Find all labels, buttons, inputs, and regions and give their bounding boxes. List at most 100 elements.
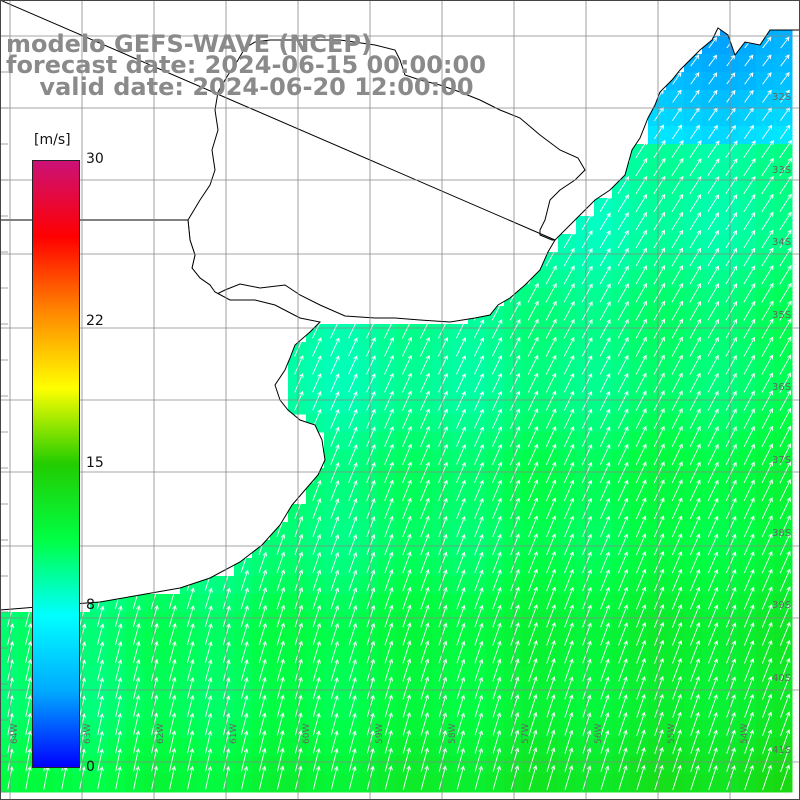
wind-arrow — [599, 426, 611, 447]
wind-arrow — [25, 659, 33, 682]
wind-arrow — [725, 533, 737, 556]
wind-arrow — [707, 533, 719, 556]
wind-arrow — [492, 426, 503, 447]
wind-arrow — [438, 694, 448, 718]
wind-arrow — [366, 444, 376, 465]
wind-arrow — [654, 693, 664, 718]
wind-arrow — [546, 694, 556, 718]
wind-arrow — [366, 337, 376, 357]
wind-arrow — [348, 640, 357, 664]
wind-arrow — [635, 372, 647, 393]
wind-arrow — [527, 336, 539, 357]
wind-arrow — [528, 764, 538, 790]
wind-arrow — [564, 747, 574, 772]
wind-arrow — [635, 318, 647, 339]
wind-arrow — [563, 247, 575, 267]
wind-arrow — [725, 515, 737, 538]
wind-arrow — [402, 443, 412, 465]
wind-arrow — [545, 461, 557, 484]
latitude-label: 37S — [772, 455, 792, 466]
wind-arrow — [690, 729, 700, 754]
wind-arrow — [258, 747, 267, 772]
wind-arrow — [330, 748, 339, 772]
wind-arrow — [599, 265, 611, 285]
wind-arrow — [726, 604, 737, 628]
wind-arrow — [779, 300, 792, 321]
wind-arrow — [492, 372, 502, 393]
wind-arrow — [546, 676, 556, 700]
wind-arrow — [330, 426, 340, 447]
wind-arrow — [744, 658, 755, 682]
wind-arrow — [564, 604, 574, 628]
longitude-label: 63W — [83, 723, 93, 744]
wind-arrow — [384, 551, 394, 574]
wind-arrow — [725, 247, 738, 267]
wind-arrow — [97, 677, 105, 699]
wind-arrow — [366, 658, 375, 682]
model-title: modelo GEFS-WAVE (NCEP) — [6, 30, 372, 58]
wind-arrow — [780, 764, 791, 791]
wind-arrow — [348, 426, 358, 447]
wind-arrow — [636, 693, 646, 718]
wind-arrow — [330, 622, 340, 646]
wind-arrow — [762, 675, 773, 700]
wind-arrow — [133, 694, 141, 718]
wind-arrow — [438, 604, 448, 628]
wind-arrow — [348, 587, 358, 610]
wind-arrow — [474, 640, 484, 664]
wind-arrow — [546, 604, 556, 628]
wind-arrow — [133, 765, 140, 790]
wind-arrow — [671, 193, 684, 213]
wind-arrow — [581, 212, 593, 230]
wind-arrow — [635, 354, 647, 375]
wind-arrow — [671, 515, 683, 538]
wind-arrow — [582, 533, 592, 555]
wind-arrow — [474, 479, 484, 501]
wind-arrow — [708, 604, 719, 628]
longitude-label: 59W — [375, 723, 385, 744]
wind-arrow — [330, 730, 339, 754]
wind-arrow — [564, 497, 575, 519]
wind-arrow — [509, 300, 521, 321]
wind-arrow — [780, 89, 790, 103]
wind-arrow — [240, 640, 249, 664]
wind-arrow — [672, 675, 682, 700]
wind-arrow — [779, 479, 792, 502]
wind-arrow — [564, 676, 574, 700]
wind-arrow — [456, 747, 465, 772]
wind-arrow — [708, 622, 719, 646]
wind-arrow — [761, 211, 774, 231]
wind-arrow — [438, 515, 448, 537]
wind-arrow — [527, 461, 539, 484]
wind-arrow — [564, 479, 575, 502]
wind-arrow — [726, 622, 737, 646]
wind-arrow — [725, 354, 737, 375]
wind-arrow — [276, 569, 286, 592]
wind-arrow — [456, 587, 466, 610]
wind-arrow — [97, 659, 105, 681]
wind-arrow — [600, 551, 610, 574]
wind-arrow — [545, 443, 557, 466]
wind-arrow — [743, 479, 755, 502]
wind-arrow — [348, 355, 358, 375]
wind-arrow — [528, 747, 538, 772]
wind-arrow — [600, 515, 610, 537]
wind-arrow — [384, 497, 394, 519]
wind-arrow — [456, 355, 466, 375]
wind-arrow — [420, 354, 430, 375]
wind-arrow — [204, 677, 213, 700]
wind-arrow — [96, 623, 105, 646]
wind-arrow — [402, 658, 412, 682]
wind-arrow — [204, 659, 213, 682]
wind-arrow — [726, 89, 736, 103]
wind-arrow — [672, 568, 683, 592]
wind-arrow — [312, 622, 322, 646]
wind-arrow — [672, 71, 682, 85]
wind-arrow — [420, 408, 430, 429]
longitude-label: 57W — [521, 723, 531, 744]
wind-arrow — [527, 300, 539, 321]
wind-arrow — [384, 694, 393, 718]
wind-arrow — [779, 621, 791, 646]
wind-arrow — [690, 72, 700, 85]
wind-arrow — [384, 533, 394, 555]
